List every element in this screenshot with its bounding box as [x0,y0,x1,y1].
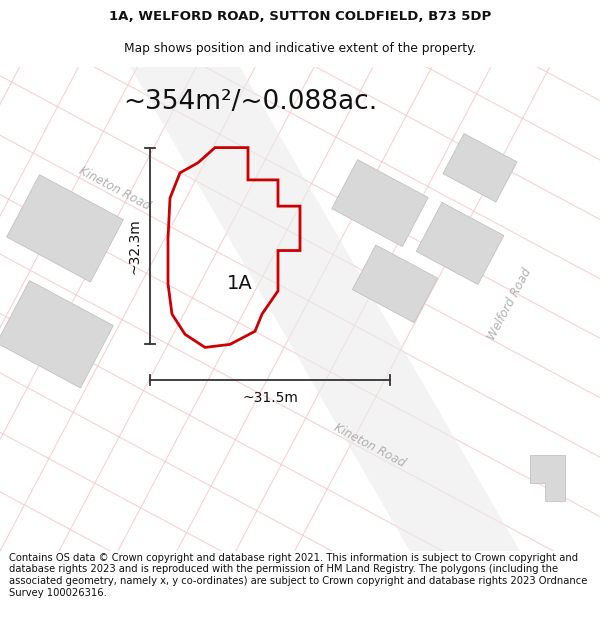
Text: 1A, WELFORD ROAD, SUTTON COLDFIELD, B73 5DP: 1A, WELFORD ROAD, SUTTON COLDFIELD, B73 … [109,10,491,23]
Polygon shape [130,67,520,551]
Text: Map shows position and indicative extent of the property.: Map shows position and indicative extent… [124,42,476,54]
Text: Contains OS data © Crown copyright and database right 2021. This information is : Contains OS data © Crown copyright and d… [9,552,587,598]
Polygon shape [332,159,428,246]
Text: Kineton Road: Kineton Road [77,164,153,212]
Polygon shape [443,134,517,202]
Text: 1A: 1A [227,274,253,293]
Text: ~31.5m: ~31.5m [242,391,298,405]
Polygon shape [0,281,113,388]
Polygon shape [7,174,124,282]
Polygon shape [352,245,437,322]
Text: Kineton Road: Kineton Road [332,421,408,469]
Polygon shape [416,202,504,284]
Text: Welford Road: Welford Road [485,266,535,342]
Text: ~32.3m: ~32.3m [127,218,141,274]
Polygon shape [530,456,565,501]
Text: ~354m²/~0.088ac.: ~354m²/~0.088ac. [123,89,377,115]
